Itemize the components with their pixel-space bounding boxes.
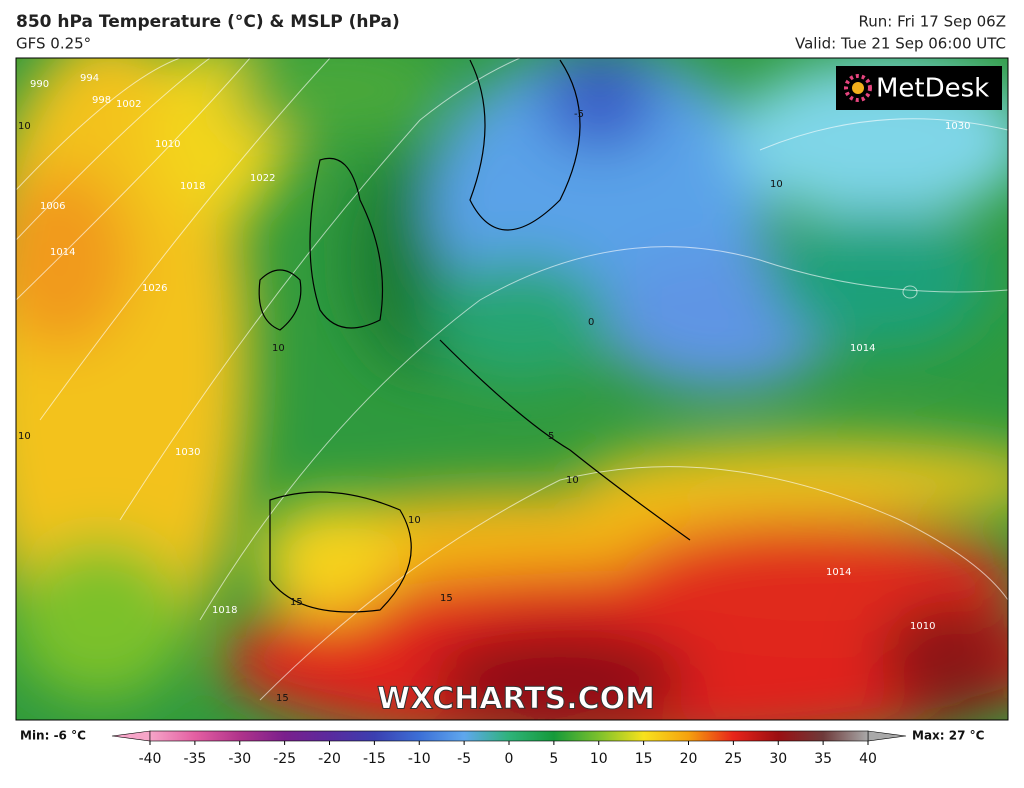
logo-text: MetDesk bbox=[876, 74, 989, 104]
contour-label: 1014 bbox=[826, 567, 851, 578]
colorbar-tick-label: -35 bbox=[183, 751, 206, 767]
colorbar-tick-label: 5 bbox=[549, 751, 558, 767]
colorbar-tick-label: -10 bbox=[408, 751, 431, 767]
min-label: Min: -6 °C bbox=[20, 729, 86, 743]
colorbar-tick-label: 10 bbox=[590, 751, 608, 767]
max-label: Max: 27 °C bbox=[912, 729, 985, 743]
colorbar-tick-label: 40 bbox=[859, 751, 877, 767]
colorbar-tick-label: -15 bbox=[363, 751, 386, 767]
logo-icon bbox=[844, 74, 872, 102]
valid-time: Valid: Tue 21 Sep 06:00 UTC bbox=[795, 35, 1006, 53]
contour-label: -5 bbox=[574, 109, 584, 120]
contour-label: 1030 bbox=[945, 121, 970, 132]
colorbar-tick-label: 20 bbox=[680, 751, 698, 767]
contour-label: 1018 bbox=[212, 605, 237, 616]
run-time: Run: Fri 17 Sep 06Z bbox=[859, 13, 1006, 31]
contour-labels: 990 994 998 1002 1006 1010 1014 1018 102… bbox=[18, 73, 970, 704]
contour-label: 1018 bbox=[180, 181, 205, 192]
title: 850 hPa Temperature (°C) & MSLP (hPa) bbox=[16, 12, 400, 32]
watermark: WXCHARTS.COM bbox=[377, 682, 655, 717]
contour-label: 990 bbox=[30, 79, 49, 90]
contour-label: 15 bbox=[290, 597, 303, 608]
colorbar-tick-label: -5 bbox=[457, 751, 471, 767]
colorbar-tick-label: 25 bbox=[724, 751, 742, 767]
contour-label: 1014 bbox=[50, 247, 75, 258]
contour-label: 1026 bbox=[142, 283, 167, 294]
colorbar-tick-label: 35 bbox=[814, 751, 832, 767]
contour-label: 1014 bbox=[850, 343, 875, 354]
contour-label: 1030 bbox=[175, 447, 200, 458]
contour-label: 1010 bbox=[910, 621, 935, 632]
contour-label: 1022 bbox=[250, 173, 275, 184]
colorbar-gradient bbox=[149, 730, 869, 742]
colorbar-tick-label: -20 bbox=[318, 751, 341, 767]
contour-label: 5 bbox=[548, 431, 554, 442]
map: 990 994 998 1002 1006 1010 1014 1018 102… bbox=[16, 58, 1008, 720]
colorbar-tick-label: -40 bbox=[139, 751, 162, 767]
contour-label: 1002 bbox=[116, 99, 141, 110]
colorbar-tick-label: 15 bbox=[635, 751, 653, 767]
colorbar: -40 -35 -30 -25 -20 -15 -10 -5 0 5 10 15 20 25 30 35 40 bbox=[111, 730, 907, 767]
contour-label: 10 bbox=[408, 515, 421, 526]
contour-label: 1006 bbox=[40, 201, 65, 212]
contour-label: 10 bbox=[770, 179, 783, 190]
contour-label: 0 bbox=[588, 317, 594, 328]
colorbar-tick-label: 30 bbox=[769, 751, 787, 767]
colorbar-tick-label: 0 bbox=[505, 751, 514, 767]
colorbar-right-cap bbox=[867, 730, 907, 742]
contour-label: 10 bbox=[272, 343, 285, 354]
colorbar-tick-label: -30 bbox=[228, 751, 251, 767]
map-frame bbox=[15, 57, 1009, 721]
contour-label: 15 bbox=[276, 693, 289, 704]
subtitle: GFS 0.25° bbox=[16, 35, 91, 53]
contour-label: 998 bbox=[92, 95, 111, 106]
contour-label: 10 bbox=[18, 121, 31, 132]
contour-label: 15 bbox=[440, 593, 453, 604]
contour-label: 994 bbox=[80, 73, 99, 84]
contour-label: 10 bbox=[18, 431, 31, 442]
colorbar-left-cap bbox=[111, 730, 151, 742]
contour-label: 10 bbox=[566, 475, 579, 486]
colorbar-tick-label: -25 bbox=[273, 751, 296, 767]
contour-label: 1010 bbox=[155, 139, 180, 150]
